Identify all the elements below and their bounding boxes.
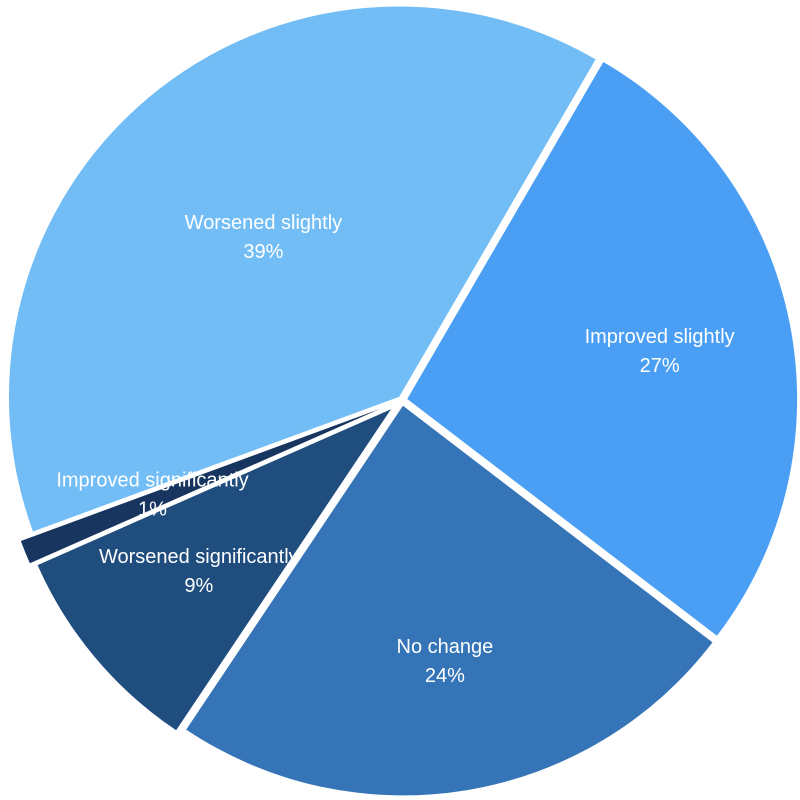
slice-value-label: 39% (243, 241, 283, 263)
slice-value-label: 24% (425, 665, 465, 687)
pie-labels: Improved slightly 27% No change 24% Worsened… (56, 212, 734, 687)
slice-value-label: 27% (640, 355, 680, 377)
pie-slice-no-change (186, 405, 713, 796)
pie-slice-worsened-significantly (37, 409, 392, 731)
slice-value-label: 9% (184, 575, 213, 597)
pie-slice-improved-significantly (20, 408, 380, 564)
pie-slice-worsened-slightly (8, 6, 596, 532)
slice-category-label: Improved significantly (56, 469, 248, 491)
slice-category-label: No change (397, 636, 494, 658)
slice-category-label: Worsened significantly (99, 546, 299, 568)
pie-slices (8, 6, 798, 796)
pie-slice-improved-slightly (407, 62, 798, 636)
slice-value-label: 1% (138, 498, 167, 520)
slice-category-label: Improved slightly (585, 326, 735, 348)
slice-category-label: Worsened slightly (185, 212, 342, 234)
